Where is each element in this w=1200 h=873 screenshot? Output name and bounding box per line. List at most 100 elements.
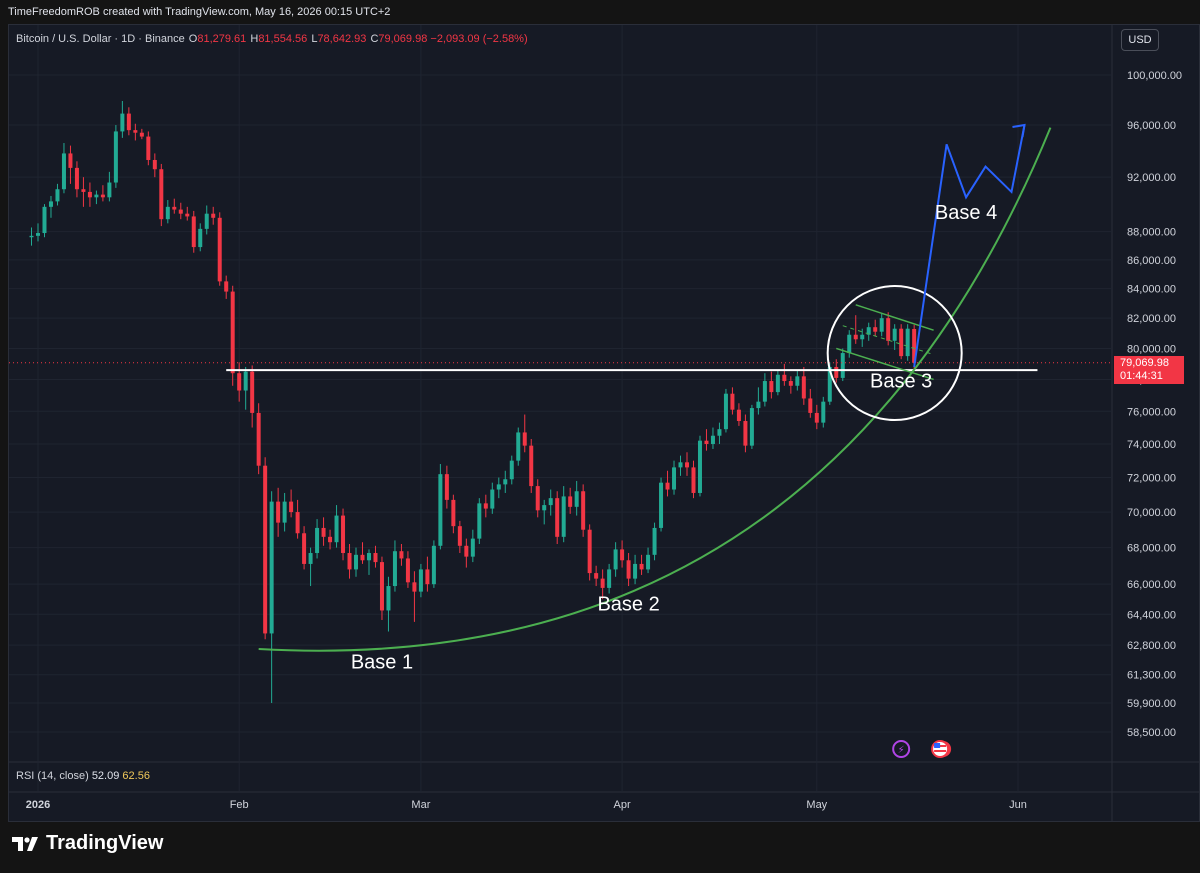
- candle: [548, 489, 553, 516]
- candle-body: [464, 545, 469, 557]
- price-chart[interactable]: Base 1 Base 2 Base 3 Base 4 ⚡ 100,000.00 96,0…: [0, 0, 1200, 822]
- candle: [782, 363, 787, 386]
- candle: [561, 486, 566, 543]
- candle: [379, 556, 384, 620]
- candle: [736, 403, 741, 426]
- candle-body: [691, 467, 696, 493]
- candle-body: [529, 445, 534, 487]
- chart-grid: [9, 25, 1199, 821]
- x-tick-label: Feb: [230, 799, 249, 811]
- candle: [457, 520, 462, 554]
- candle-body: [347, 553, 352, 570]
- symbol-title: Bitcoin / U.S. Dollar · 1D · Binance: [16, 33, 185, 45]
- candle: [94, 190, 99, 205]
- candle: [801, 366, 806, 405]
- candle: [886, 312, 891, 346]
- candle: [769, 371, 774, 399]
- projection-path: [913, 124, 1026, 368]
- candle: [470, 529, 475, 563]
- candle-body: [29, 235, 34, 238]
- candle: [418, 563, 423, 598]
- candle-body: [379, 562, 384, 611]
- lightning-event-icon: [892, 740, 911, 758]
- candle-body: [211, 213, 216, 218]
- candle-body: [613, 549, 618, 570]
- candle: [685, 452, 689, 476]
- high-value: 81,554.56: [258, 33, 308, 45]
- flag-stripe: [934, 750, 947, 752]
- candle: [646, 547, 651, 574]
- y-tick-label: 86,000.00: [1127, 255, 1176, 267]
- candle: [68, 145, 73, 184]
- candle-body: [710, 435, 715, 444]
- candle-body: [263, 465, 268, 634]
- candle: [516, 427, 521, 466]
- candle-body: [633, 563, 638, 579]
- candle: [133, 123, 138, 141]
- rsi-label: RSI (14, close): [16, 770, 89, 782]
- candle-body: [392, 551, 397, 587]
- candle: [113, 125, 118, 188]
- candle-body: [36, 233, 40, 236]
- annotation-label: Base 4: [935, 202, 997, 224]
- candle: [464, 538, 469, 568]
- candle: [107, 171, 112, 202]
- candle-body: [587, 529, 592, 574]
- candle-body: [756, 401, 761, 409]
- rsi-ma-value: 62.56: [122, 770, 150, 782]
- candle-body: [477, 503, 482, 539]
- chart-panel[interactable]: [8, 24, 1200, 822]
- candle: [444, 465, 449, 509]
- candle: [347, 543, 352, 579]
- candle-body: [659, 482, 664, 528]
- candle-body: [191, 216, 196, 248]
- candle: [146, 131, 151, 166]
- candle-body: [704, 440, 709, 444]
- candle: [899, 324, 904, 360]
- candle: [594, 565, 599, 587]
- close-value: 79,069.98: [378, 33, 428, 45]
- candle: [237, 362, 242, 402]
- candle-body: [74, 167, 79, 190]
- candle-body: [250, 371, 255, 413]
- candle-body: [68, 153, 73, 168]
- candle: [55, 183, 60, 206]
- x-tick-label: Jun: [1009, 799, 1027, 811]
- candle: [607, 563, 612, 594]
- candle: [710, 427, 715, 449]
- candle: [574, 480, 579, 516]
- candle-body: [302, 533, 307, 564]
- candle-body: [120, 113, 125, 132]
- candle-body: [879, 318, 884, 332]
- tradingview-logo[interactable]: TradingView: [12, 832, 163, 855]
- candle: [639, 554, 644, 575]
- candle-body: [256, 412, 261, 466]
- candle: [743, 414, 748, 453]
- candle-body: [522, 432, 527, 446]
- candle-body: [899, 328, 904, 357]
- candle: [775, 370, 780, 396]
- candle-body: [568, 496, 573, 507]
- candle-body: [821, 401, 826, 423]
- currency-button[interactable]: USD: [1121, 29, 1159, 51]
- candle-body: [282, 501, 287, 523]
- y-tick-label: 84,000.00: [1127, 284, 1176, 296]
- candle: [243, 366, 248, 410]
- candle: [905, 324, 910, 361]
- candle-body: [840, 353, 845, 378]
- symbol-legend[interactable]: Bitcoin / U.S. Dollar · 1D · Binance O81…: [16, 33, 528, 45]
- candle-body: [224, 281, 229, 292]
- candle-body: [801, 376, 806, 399]
- highlight-circle: [826, 285, 963, 422]
- candle-body: [555, 498, 560, 537]
- candle: [678, 455, 683, 476]
- candle-body: [814, 412, 819, 423]
- candle-body: [762, 381, 767, 402]
- candle-body: [276, 501, 281, 523]
- open-value: 81,279.61: [197, 33, 247, 45]
- candle-body: [685, 462, 689, 468]
- candle-body: [152, 159, 157, 170]
- candle: [522, 414, 527, 453]
- candle: [659, 477, 664, 532]
- rsi-legend[interactable]: RSI (14, close) 52.09 62.56: [16, 770, 150, 782]
